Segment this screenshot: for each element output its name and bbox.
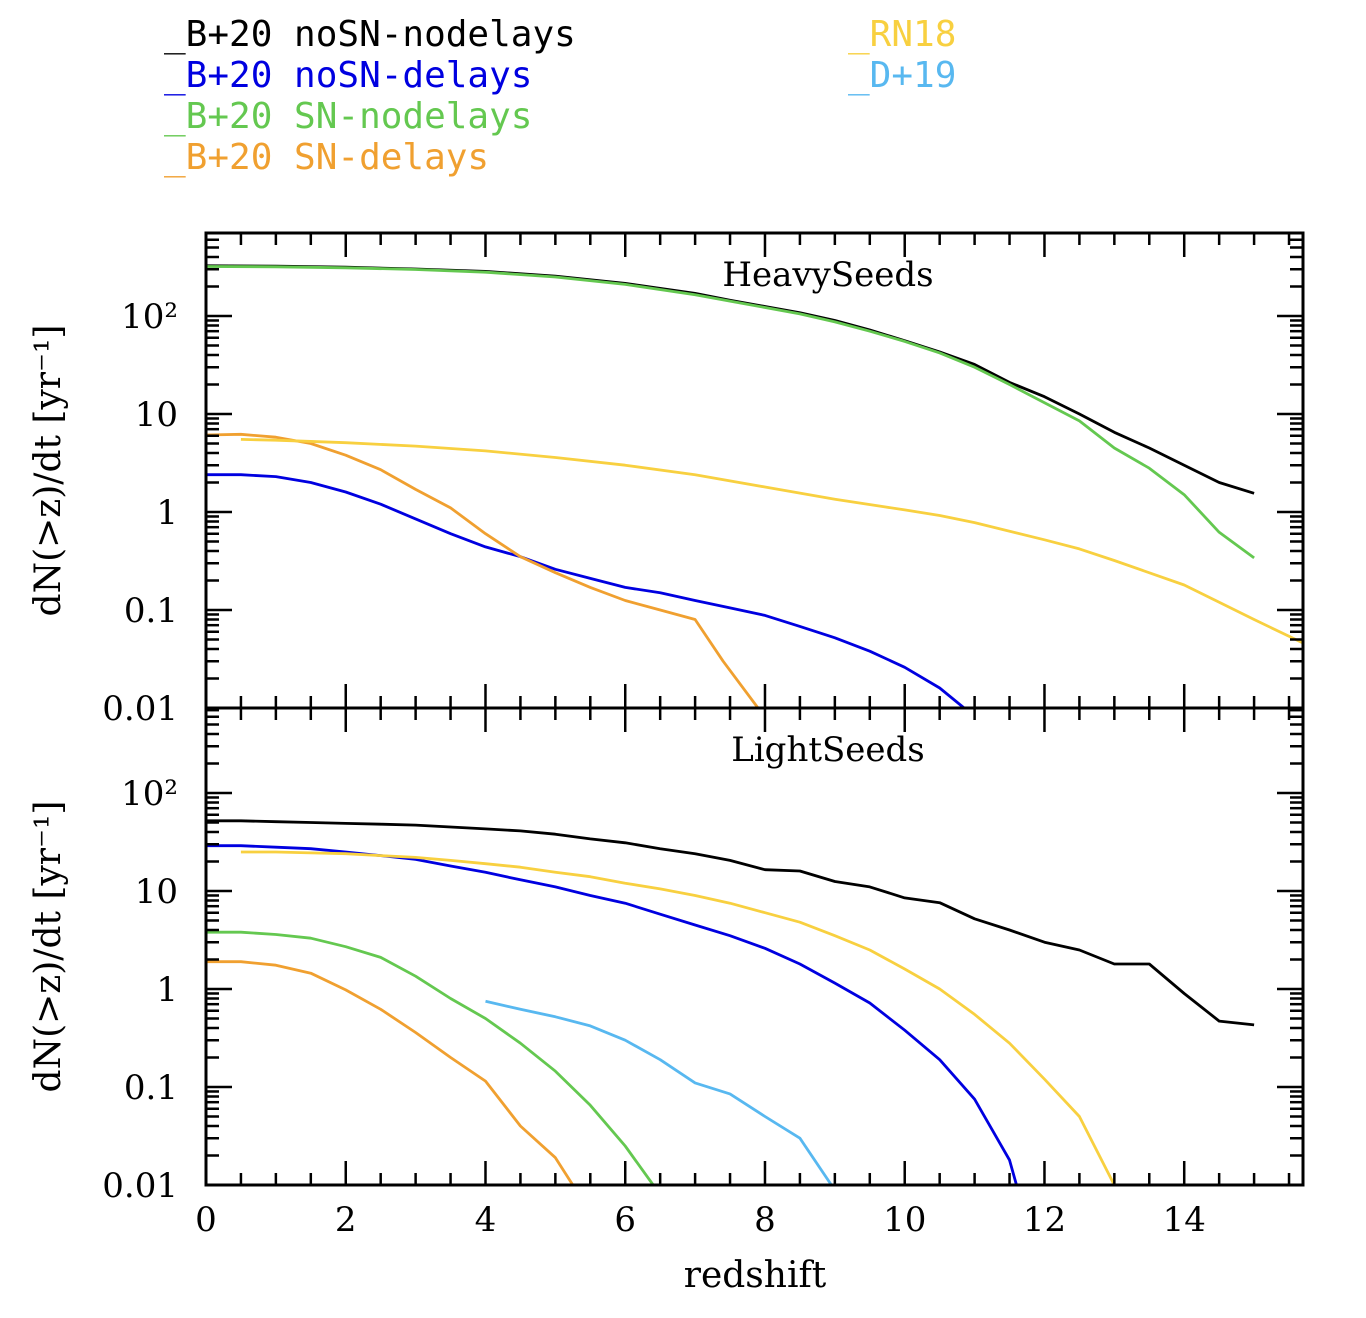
legend: _B+20 noSN-nodelays_B+20 noSN-delays_B+2… [164,14,956,178]
series-group-lightseeds [206,819,1255,1185]
plot-frame-lightseeds [204,706,1305,1187]
x-tick-label: 10 [883,1200,926,1240]
panel-lightseeds: LightSeeds 0.01 0.1 1 10 10² 0 2 4 6 8 10 12 14 dN(… [28,706,1305,1296]
y-tick-label: 1 [156,493,178,533]
ytick-labels-lightseeds: 0.01 0.1 1 10 10² [102,774,178,1206]
legend-entry: _B+20 SN-delays [164,137,489,178]
x-tick-label: 2 [335,1200,357,1240]
series-line-b-20-nosn-nodelays [206,819,1255,1027]
y-tick-label: 0.01 [102,689,178,729]
series-line-b-20-sn-delays [206,432,760,708]
ylabel-heavyseeds: dN(>z)/dt [yr⁻¹] [28,325,69,617]
xlabel: redshift [684,1255,827,1296]
series-line-b-20-nosn-delays [206,473,965,708]
y-tick-label: 10² [121,297,178,337]
x-tick-label: 14 [1163,1200,1206,1240]
series-group-heavyseeds [206,264,1303,708]
xtick-labels: 0 2 4 6 8 10 12 14 [195,1200,1206,1240]
ylabel-lightseeds: dN(>z)/dt [yr⁻¹] [28,801,69,1093]
y-tick-label: 0.01 [102,1166,178,1206]
legend-entry: _D+19 [848,55,956,96]
x-tick-label: 0 [195,1200,217,1240]
y-tick-label: 0.1 [124,591,178,631]
panel-title-heavyseeds: HeavySeeds [722,255,933,295]
ticks-lightseeds [204,708,1303,1187]
y-tick-label: 0.1 [124,1068,178,1108]
legend-entry: _B+20 SN-nodelays [164,96,532,137]
legend-entry: _B+20 noSN-delays [164,55,532,96]
x-tick-label: 12 [1023,1200,1066,1240]
series-line-b-20-sn-nodelays [206,930,655,1185]
series-line-b-20-sn-nodelays [206,265,1255,560]
series-line-d-19 [485,999,833,1185]
series-line-rn18 [240,438,1303,645]
panel-heavyseeds: HeavySeeds 0.01 0.1 1 10 10² dN(>z)/dt [yr⁻¹… [28,231,1305,729]
y-tick-label: 10 [135,395,178,435]
y-tick-label: 1 [156,970,178,1010]
x-tick-label: 8 [754,1200,776,1240]
series-line-b-20-sn-delays [206,960,574,1185]
x-tick-label: 6 [614,1200,636,1240]
legend-entry: _RN18 [848,14,956,55]
y-tick-label: 10 [135,872,178,912]
x-tick-label: 4 [475,1200,497,1240]
ticks-heavyseeds [204,231,1303,710]
series-line-b-20-nosn-delays [206,844,1018,1185]
series-line-rn18 [240,850,1116,1185]
ytick-labels-heavyseeds: 0.01 0.1 1 10 10² [102,297,178,729]
y-tick-label: 10² [121,774,178,814]
panel-title-lightseeds: LightSeeds [731,730,925,770]
legend-entry: _B+20 noSN-nodelays [164,14,576,55]
